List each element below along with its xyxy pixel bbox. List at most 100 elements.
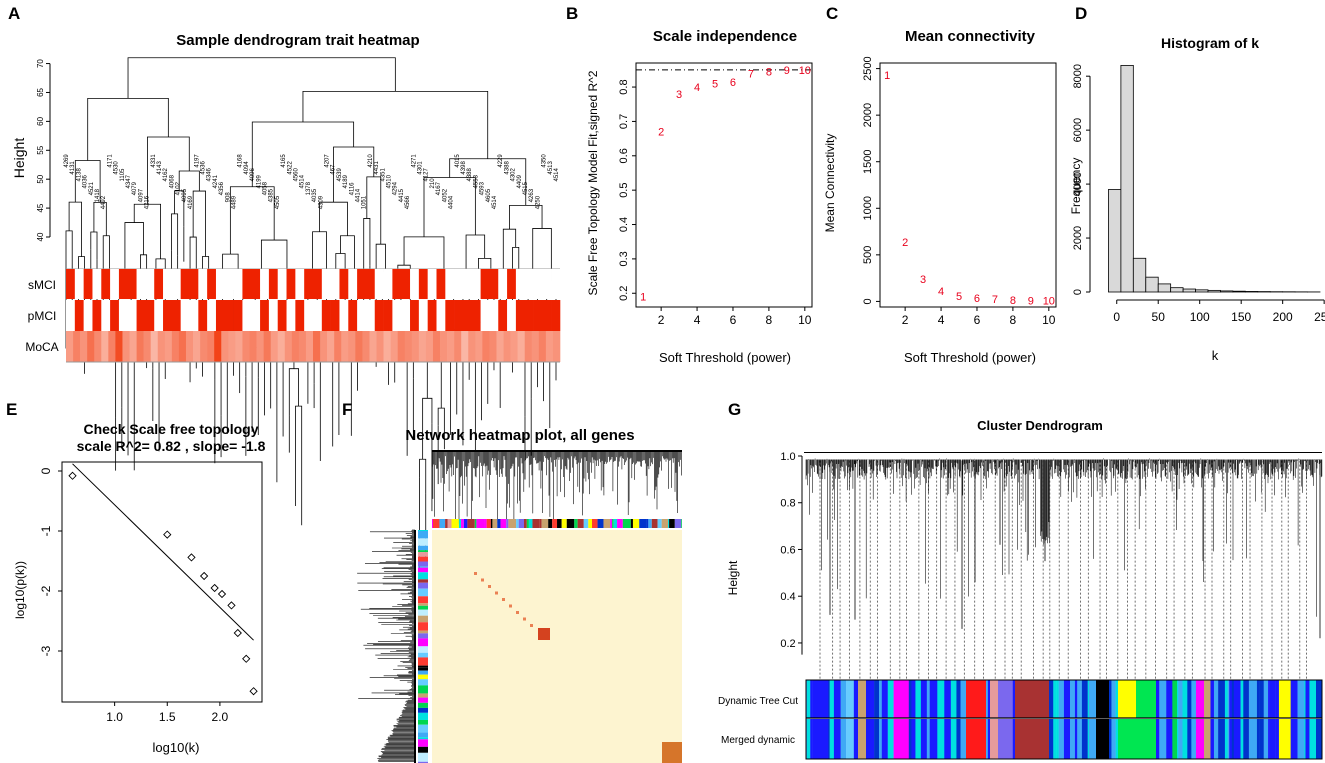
pmci-cell <box>339 300 349 331</box>
g-dynamic-tree-cut-cell <box>807 680 811 718</box>
pmci-cell <box>83 300 93 331</box>
g-dynamic-tree-cut-cell <box>879 680 883 718</box>
a-dendro-link <box>302 90 489 159</box>
moca-cell <box>164 331 173 362</box>
panel-d-title: Histogram of k <box>1161 35 1259 51</box>
smci-cell <box>436 269 446 299</box>
g-dynamic-tree-cut-cell <box>1180 680 1183 718</box>
g-dynamic-tree-cut-cell <box>1053 680 1057 718</box>
g-dynamic-tree-cut-cell <box>1189 680 1192 718</box>
g-dynamic-tree-cut-cell <box>1172 680 1178 718</box>
moca-cell <box>355 331 363 362</box>
g-dynamic-tree-cut-cell <box>1256 680 1260 718</box>
a-leaf-label: 908 <box>225 192 231 203</box>
g-merged-dynamic-cell <box>1297 719 1305 759</box>
smci-cell <box>118 269 129 299</box>
g-dynamic-tree-cut-cell <box>846 680 855 718</box>
pmci-cell <box>92 300 102 331</box>
pmci-cell <box>551 300 561 331</box>
g-dynamic-tree-cut-cell <box>821 680 827 718</box>
f-left-module-bar <box>418 588 428 597</box>
g-merged-dynamic-cell <box>1263 719 1269 759</box>
smci-cell <box>392 269 402 299</box>
a-leaf-label: 1418 <box>95 188 101 202</box>
f-left-dendro-base <box>414 530 416 763</box>
histogram-bar <box>1170 287 1184 293</box>
g-dynamic-tree-cut-cell <box>1278 680 1291 718</box>
g-merged-dynamic-cell <box>920 719 928 759</box>
pmci-cell <box>101 300 111 331</box>
moca-cell <box>489 331 497 362</box>
moca-cell <box>207 331 215 362</box>
a-leaf-label: 4079 <box>132 181 138 195</box>
point-label: 1 <box>640 292 646 304</box>
moca-cell <box>235 331 243 362</box>
f-top-module-bar <box>433 519 440 528</box>
a-leaf-label: 4199 <box>256 174 262 188</box>
panel-e: E Check Scale free topology scale R^2= 0… <box>6 400 266 755</box>
y-tick-label: 0 <box>1072 289 1084 295</box>
g-merged-dynamic-cell <box>1231 719 1235 759</box>
f-left-module-bar <box>418 550 428 553</box>
smci-cell <box>515 269 526 299</box>
y-tick-label: 2500 <box>862 56 874 80</box>
g-dynamic-tree-cut-cell <box>812 680 819 718</box>
smci-cell <box>533 269 543 299</box>
g-merged-dynamic-cell <box>1180 719 1183 759</box>
panel-g-title: Cluster Dendrogram <box>977 418 1103 433</box>
g-dynamic-tree-cut-cell <box>1227 680 1230 718</box>
histogram-bar <box>1232 290 1246 293</box>
point-label: 9 <box>784 65 790 77</box>
plot-frame <box>879 62 1057 308</box>
a-dendro-link <box>437 407 445 426</box>
moca-cell <box>101 331 109 362</box>
smci-cell <box>171 269 181 299</box>
g-merged-dynamic-cell <box>1077 719 1081 759</box>
f-top-module-bar <box>548 519 553 528</box>
histogram-bar <box>1207 289 1221 293</box>
moca-cell <box>341 331 349 362</box>
f-top-module-bar <box>622 519 631 528</box>
pmci-cell <box>365 300 376 331</box>
y-tick-label: 1000 <box>862 196 874 220</box>
smci-cell <box>542 269 552 299</box>
g-dynamic-tree-cut-cell <box>937 680 945 718</box>
f-heatmap-diagonal-spot <box>516 611 519 614</box>
smci-cell <box>418 269 428 299</box>
g-dynamic-tree-cut-cell <box>1297 680 1305 718</box>
a-leaf-label: 4514 <box>492 195 498 209</box>
pmci-cell <box>392 300 402 331</box>
moca-cell <box>517 331 526 362</box>
x-tick-label: 2 <box>902 313 909 327</box>
g-merged-dynamic-cell <box>807 719 811 759</box>
a-leaf-label: 4514 <box>300 174 306 188</box>
histogram-bar <box>1182 288 1196 293</box>
moca-cell <box>73 331 81 362</box>
a-leaf-label: 4169 <box>188 195 194 209</box>
a-dendro-link <box>68 201 82 257</box>
a-dendro-link <box>465 234 486 294</box>
panel-f-letter: F <box>342 400 352 419</box>
trait-label-moca: MoCA <box>25 340 58 354</box>
moca-cell <box>256 331 264 362</box>
a-leaf-label: 4388 <box>504 161 510 175</box>
data-point <box>233 628 242 638</box>
smci-cell <box>489 269 499 299</box>
g-merged-dynamic-cell <box>874 719 880 759</box>
f-top-module-bar <box>451 519 459 528</box>
g-merged-dynamic-cell <box>893 719 909 759</box>
a-dendro-link <box>276 358 284 406</box>
data-point <box>242 654 251 663</box>
pmci-cell <box>507 300 517 331</box>
f-top-module-bar <box>492 519 498 528</box>
g-merged-dynamic-cell <box>908 719 912 759</box>
pmci-cell <box>445 300 455 331</box>
g-row-label-dynamic: Dynamic Tree Cut <box>718 696 798 707</box>
smci-cell <box>154 269 164 299</box>
smci-cell <box>74 269 84 299</box>
histogram-bar <box>1108 189 1122 293</box>
moca-cell <box>242 331 250 362</box>
g-merged-dynamic-cell <box>1189 719 1192 759</box>
g-dynamic-tree-cut-cell <box>1305 680 1310 718</box>
